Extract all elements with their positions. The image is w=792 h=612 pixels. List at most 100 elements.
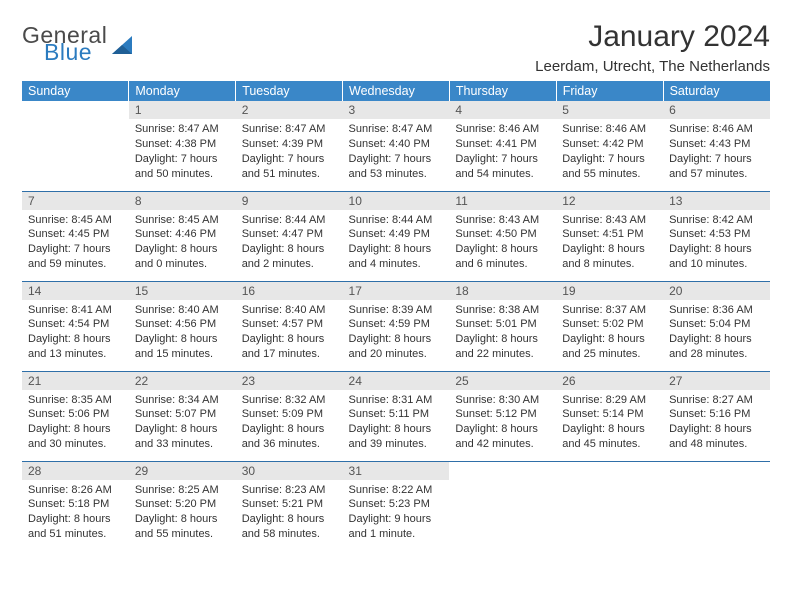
calendar-day-cell: 3Sunrise: 8:47 AMSunset: 4:40 PMDaylight… [343,101,450,191]
day-content: Sunrise: 8:45 AMSunset: 4:45 PMDaylight:… [22,210,129,278]
calendar-day-cell: 12Sunrise: 8:43 AMSunset: 4:51 PMDayligh… [556,191,663,281]
day-number: 7 [22,192,129,210]
day-content: Sunrise: 8:29 AMSunset: 5:14 PMDaylight:… [556,390,663,458]
day-content: Sunrise: 8:47 AMSunset: 4:38 PMDaylight:… [129,119,236,187]
day-number: 22 [129,372,236,390]
calendar-table: SundayMondayTuesdayWednesdayThursdayFrid… [22,81,770,551]
weekday-header: Sunday [22,81,129,101]
weekday-header: Thursday [449,81,556,101]
day-number: 25 [449,372,556,390]
calendar-day-cell: 30Sunrise: 8:23 AMSunset: 5:21 PMDayligh… [236,461,343,551]
weekday-header: Monday [129,81,236,101]
day-content: Sunrise: 8:41 AMSunset: 4:54 PMDaylight:… [22,300,129,368]
calendar-day-cell: 8Sunrise: 8:45 AMSunset: 4:46 PMDaylight… [129,191,236,281]
calendar-day-cell: 24Sunrise: 8:31 AMSunset: 5:11 PMDayligh… [343,371,450,461]
calendar-day-cell [556,461,663,551]
weekday-header: Saturday [663,81,770,101]
day-content: Sunrise: 8:36 AMSunset: 5:04 PMDaylight:… [663,300,770,368]
day-number: 20 [663,282,770,300]
day-content: Sunrise: 8:45 AMSunset: 4:46 PMDaylight:… [129,210,236,278]
day-number: 6 [663,101,770,119]
day-content: Sunrise: 8:23 AMSunset: 5:21 PMDaylight:… [236,480,343,548]
calendar-day-cell [663,461,770,551]
day-content: Sunrise: 8:40 AMSunset: 4:56 PMDaylight:… [129,300,236,368]
brand-line2: Blue [44,41,92,64]
calendar-day-cell [449,461,556,551]
day-number: 31 [343,462,450,480]
day-number: 9 [236,192,343,210]
weekday-header: Wednesday [343,81,450,101]
day-content: Sunrise: 8:34 AMSunset: 5:07 PMDaylight:… [129,390,236,458]
calendar-day-cell: 13Sunrise: 8:42 AMSunset: 4:53 PMDayligh… [663,191,770,281]
calendar-day-cell: 21Sunrise: 8:35 AMSunset: 5:06 PMDayligh… [22,371,129,461]
day-number: 16 [236,282,343,300]
day-content: Sunrise: 8:47 AMSunset: 4:39 PMDaylight:… [236,119,343,187]
day-number: 4 [449,101,556,119]
day-content: Sunrise: 8:47 AMSunset: 4:40 PMDaylight:… [343,119,450,187]
location-text: Leerdam, Utrecht, The Netherlands [535,58,770,75]
day-content: Sunrise: 8:38 AMSunset: 5:01 PMDaylight:… [449,300,556,368]
day-number: 5 [556,101,663,119]
day-content: Sunrise: 8:31 AMSunset: 5:11 PMDaylight:… [343,390,450,458]
day-content: Sunrise: 8:39 AMSunset: 4:59 PMDaylight:… [343,300,450,368]
calendar-day-cell: 16Sunrise: 8:40 AMSunset: 4:57 PMDayligh… [236,281,343,371]
calendar-week-row: 7Sunrise: 8:45 AMSunset: 4:45 PMDaylight… [22,191,770,281]
calendar-day-cell: 4Sunrise: 8:46 AMSunset: 4:41 PMDaylight… [449,101,556,191]
calendar-day-cell: 19Sunrise: 8:37 AMSunset: 5:02 PMDayligh… [556,281,663,371]
day-content: Sunrise: 8:44 AMSunset: 4:47 PMDaylight:… [236,210,343,278]
brand-text: General Blue [22,24,107,64]
calendar-day-cell: 27Sunrise: 8:27 AMSunset: 5:16 PMDayligh… [663,371,770,461]
day-number: 19 [556,282,663,300]
calendar-day-cell: 23Sunrise: 8:32 AMSunset: 5:09 PMDayligh… [236,371,343,461]
calendar-day-cell: 31Sunrise: 8:22 AMSunset: 5:23 PMDayligh… [343,461,450,551]
calendar-day-cell: 25Sunrise: 8:30 AMSunset: 5:12 PMDayligh… [449,371,556,461]
calendar-day-cell: 15Sunrise: 8:40 AMSunset: 4:56 PMDayligh… [129,281,236,371]
day-number: 13 [663,192,770,210]
day-number: 2 [236,101,343,119]
calendar-week-row: 28Sunrise: 8:26 AMSunset: 5:18 PMDayligh… [22,461,770,551]
brand-sail-icon [110,32,136,58]
title-block: January 2024 Leerdam, Utrecht, The Nethe… [535,20,770,75]
day-number: 17 [343,282,450,300]
calendar-day-cell: 7Sunrise: 8:45 AMSunset: 4:45 PMDaylight… [22,191,129,281]
day-number: 3 [343,101,450,119]
calendar-day-cell: 5Sunrise: 8:46 AMSunset: 4:42 PMDaylight… [556,101,663,191]
day-number: 15 [129,282,236,300]
calendar-week-row: 21Sunrise: 8:35 AMSunset: 5:06 PMDayligh… [22,371,770,461]
day-content: Sunrise: 8:32 AMSunset: 5:09 PMDaylight:… [236,390,343,458]
day-number: 12 [556,192,663,210]
day-number: 14 [22,282,129,300]
day-content: Sunrise: 8:35 AMSunset: 5:06 PMDaylight:… [22,390,129,458]
day-number: 29 [129,462,236,480]
calendar-day-cell: 11Sunrise: 8:43 AMSunset: 4:50 PMDayligh… [449,191,556,281]
day-number: 11 [449,192,556,210]
calendar-week-row: 14Sunrise: 8:41 AMSunset: 4:54 PMDayligh… [22,281,770,371]
day-number: 30 [236,462,343,480]
day-content: Sunrise: 8:43 AMSunset: 4:50 PMDaylight:… [449,210,556,278]
calendar-day-cell: 20Sunrise: 8:36 AMSunset: 5:04 PMDayligh… [663,281,770,371]
brand-logo: General Blue [22,20,136,64]
day-content: Sunrise: 8:46 AMSunset: 4:42 PMDaylight:… [556,119,663,187]
day-content: Sunrise: 8:44 AMSunset: 4:49 PMDaylight:… [343,210,450,278]
calendar-day-cell: 2Sunrise: 8:47 AMSunset: 4:39 PMDaylight… [236,101,343,191]
calendar-day-cell: 28Sunrise: 8:26 AMSunset: 5:18 PMDayligh… [22,461,129,551]
day-content: Sunrise: 8:22 AMSunset: 5:23 PMDaylight:… [343,480,450,548]
calendar-day-cell: 18Sunrise: 8:38 AMSunset: 5:01 PMDayligh… [449,281,556,371]
calendar-day-cell: 9Sunrise: 8:44 AMSunset: 4:47 PMDaylight… [236,191,343,281]
calendar-header-row: SundayMondayTuesdayWednesdayThursdayFrid… [22,81,770,101]
day-number: 28 [22,462,129,480]
day-number: 26 [556,372,663,390]
calendar-body: 1Sunrise: 8:47 AMSunset: 4:38 PMDaylight… [22,101,770,551]
weekday-header: Friday [556,81,663,101]
calendar-day-cell: 10Sunrise: 8:44 AMSunset: 4:49 PMDayligh… [343,191,450,281]
calendar-day-cell: 14Sunrise: 8:41 AMSunset: 4:54 PMDayligh… [22,281,129,371]
day-content: Sunrise: 8:30 AMSunset: 5:12 PMDaylight:… [449,390,556,458]
day-number: 24 [343,372,450,390]
calendar-day-cell: 29Sunrise: 8:25 AMSunset: 5:20 PMDayligh… [129,461,236,551]
day-number: 10 [343,192,450,210]
day-content: Sunrise: 8:42 AMSunset: 4:53 PMDaylight:… [663,210,770,278]
day-content: Sunrise: 8:25 AMSunset: 5:20 PMDaylight:… [129,480,236,548]
day-number: 18 [449,282,556,300]
calendar-day-cell: 6Sunrise: 8:46 AMSunset: 4:43 PMDaylight… [663,101,770,191]
day-content: Sunrise: 8:27 AMSunset: 5:16 PMDaylight:… [663,390,770,458]
